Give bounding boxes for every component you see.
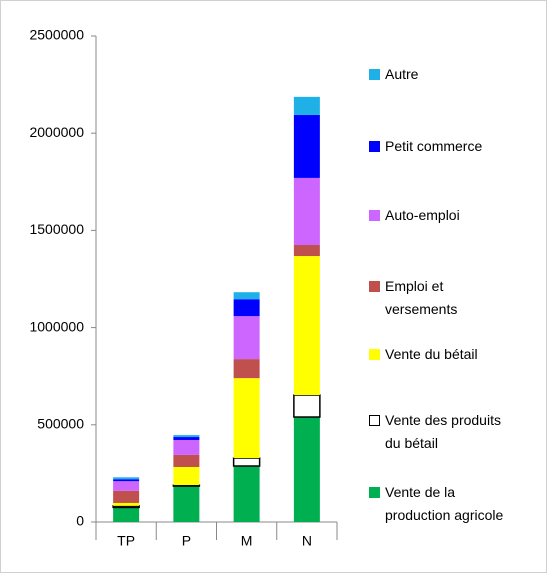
x-tick-label: TP	[117, 533, 135, 549]
bar-segment	[293, 256, 320, 396]
x-tick-label: P	[182, 533, 191, 549]
bar-segment	[173, 435, 200, 438]
bar-segment	[113, 490, 140, 503]
legend-item: Petit commerce	[369, 135, 504, 158]
bar-segment	[233, 378, 260, 459]
bar-segment	[113, 477, 140, 480]
bar-segment	[173, 454, 200, 467]
legend-item: Auto-emploi	[369, 204, 504, 227]
bar-segment	[113, 481, 140, 491]
bar-segment	[173, 439, 200, 455]
bar-segment	[233, 292, 260, 300]
bar-segment	[113, 479, 140, 482]
legend-swatch	[369, 210, 380, 221]
bar-segment	[113, 507, 140, 522]
legend-swatch	[369, 69, 380, 80]
legend-item: Vente du bétail	[369, 343, 504, 366]
bar-segment	[172, 484, 201, 487]
legend-label: Autre	[385, 66, 419, 82]
legend-label: Vente de la production agricole	[385, 484, 504, 523]
bar-segment	[293, 177, 320, 245]
bar-segment	[293, 114, 320, 178]
legend-item: Vente des produits du bétail	[369, 409, 504, 455]
y-tick-label: 500000	[37, 416, 84, 432]
legend-item: Vente de la production agricole	[369, 481, 504, 527]
bar-segment	[232, 457, 261, 467]
y-tick-label: 2000000	[29, 124, 84, 140]
bar-segment	[233, 316, 260, 360]
bar-segment	[293, 96, 320, 115]
legend-swatch	[369, 487, 380, 498]
legend-swatch	[369, 281, 380, 292]
legend-swatch	[369, 141, 380, 152]
legend-swatch	[369, 415, 380, 426]
bar-segment	[293, 417, 320, 522]
bar-segment	[233, 466, 260, 522]
bar-segment	[293, 244, 320, 257]
legend-label: Auto-emploi	[385, 207, 460, 223]
legend-item: Emploi et versements	[369, 275, 504, 321]
legend-label: Petit commerce	[385, 138, 483, 154]
y-tick-label: 1500000	[29, 221, 84, 237]
y-tick-label: 2500000	[29, 27, 84, 43]
legend-label: Emploi et versements	[385, 278, 458, 317]
bar-segment	[113, 502, 140, 506]
legend-label: Vente du bétail	[385, 346, 478, 362]
bar-segment	[173, 437, 200, 440]
bar-segment	[112, 505, 140, 509]
bar-segment	[233, 299, 260, 317]
legend-item: Autre	[369, 63, 504, 86]
legend-swatch	[369, 349, 380, 360]
legend-label: Vente des produits du bétail	[385, 412, 501, 451]
x-tick-label: M	[241, 533, 253, 549]
bar-segment	[173, 466, 200, 486]
y-tick-label: 0	[76, 513, 84, 529]
bar-segment	[293, 394, 321, 418]
x-tick-label: N	[302, 533, 312, 549]
bar-segment	[233, 359, 260, 379]
bar-segment	[173, 486, 200, 522]
y-tick-label: 1000000	[29, 318, 84, 334]
